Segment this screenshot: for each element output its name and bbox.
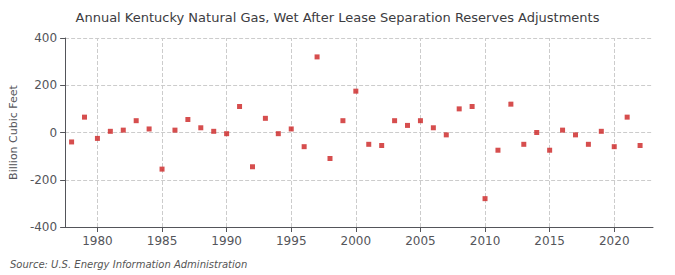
svg-text:0: 0	[49, 126, 57, 140]
svg-text:2010: 2010	[470, 234, 501, 248]
svg-text:-400: -400	[30, 220, 57, 234]
svg-text:-200: -200	[30, 173, 57, 187]
svg-text:1990: 1990	[211, 234, 242, 248]
svg-text:200: 200	[34, 78, 57, 92]
svg-text:Annual Kentucky Natural Gas, W: Annual Kentucky Natural Gas, Wet After L…	[76, 10, 600, 25]
svg-text:400: 400	[34, 31, 57, 45]
svg-text:1980: 1980	[82, 234, 113, 248]
svg-text:2020: 2020	[599, 234, 630, 248]
svg-text:Source: U.S. Energy Informatio: Source: U.S. Energy Information Administ…	[10, 259, 247, 270]
svg-text:1985: 1985	[147, 234, 178, 248]
svg-text:Billion Cubic Feet: Billion Cubic Feet	[7, 84, 20, 179]
svg-text:1995: 1995	[276, 234, 307, 248]
svg-text:2005: 2005	[405, 234, 436, 248]
svg-text:2000: 2000	[341, 234, 372, 248]
svg-text:2015: 2015	[534, 234, 565, 248]
